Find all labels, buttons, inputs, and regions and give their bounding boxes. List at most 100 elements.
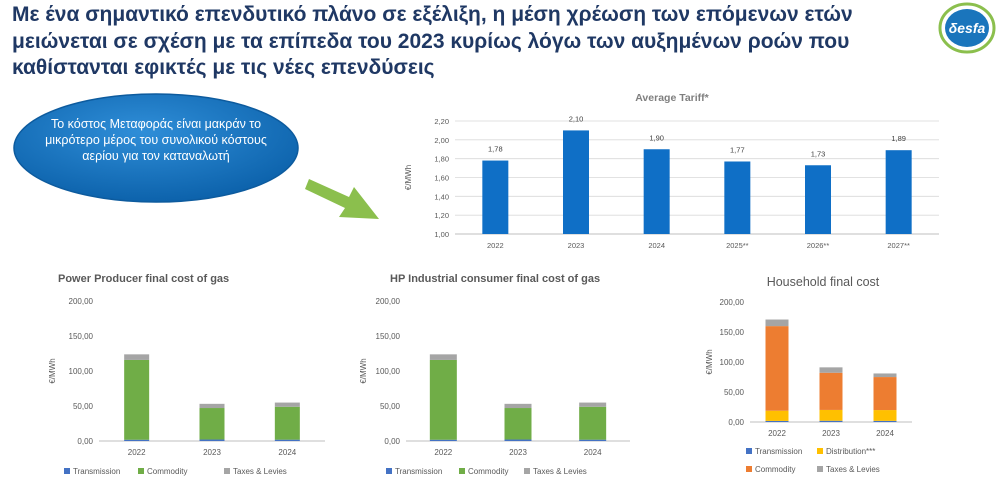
bar-segment <box>199 439 225 441</box>
legend-swatch <box>138 468 144 474</box>
legend-swatch <box>386 468 392 474</box>
y-tick-label: 1,20 <box>434 211 449 220</box>
bar <box>482 160 509 234</box>
bar-segment <box>124 439 150 441</box>
y-tick-label: 1,40 <box>434 192 449 201</box>
power-producer-chart: Power Producer final cost of gas €/MWh 0,0… <box>48 273 325 476</box>
legend-label: Commodity <box>468 467 508 476</box>
bar-segment <box>873 373 897 378</box>
logo-disc <box>945 9 989 47</box>
bar-segment <box>199 408 225 440</box>
x-tick-label: 2022 <box>487 241 504 250</box>
bar-segment <box>873 410 897 421</box>
y-axis-label: €/MWh <box>48 358 57 383</box>
y-tick-label: 2,20 <box>434 117 449 126</box>
bar-segment <box>819 367 843 373</box>
y-tick-label: 0,00 <box>728 418 744 427</box>
y-tick-label: 0,00 <box>77 437 93 446</box>
bar-segment <box>765 319 789 327</box>
callout-ellipse <box>13 93 299 203</box>
y-tick-label: 150,00 <box>720 328 745 337</box>
bar <box>805 165 831 234</box>
bar-segment <box>873 377 897 411</box>
data-label: 1,78 <box>488 145 503 154</box>
x-tick-label: 2023 <box>203 448 221 457</box>
data-label: 1,77 <box>730 145 745 154</box>
y-tick-label: 50,00 <box>724 388 745 397</box>
y-tick-label: 200,00 <box>376 297 401 306</box>
household-cost-chart: Household final cost €/MWh 0,00 50,00 100,00… <box>705 275 912 474</box>
y-tick-label: 100,00 <box>69 367 94 376</box>
y-tick-label: 1,80 <box>434 155 449 164</box>
legend-label: Distribution*** <box>826 447 875 456</box>
x-tick-label: 2025** <box>726 241 749 250</box>
bar-segment <box>765 420 789 422</box>
y-tick-label: 2,00 <box>434 136 449 145</box>
legend-label: Transmission <box>395 467 442 476</box>
x-tick-label: 2023 <box>822 429 840 438</box>
bar-segment <box>765 326 789 411</box>
y-tick-label: 1,60 <box>434 174 449 183</box>
y-tick-label: 100,00 <box>376 367 401 376</box>
average-tariff-chart: Average Tariff* €/MWh 1,00 1,20 1,40 1,60 1,80… <box>404 92 939 250</box>
x-tick-label: 2027** <box>887 241 910 250</box>
chart-title: Household final cost <box>767 275 880 289</box>
x-tick-label: 2024 <box>278 448 296 457</box>
bar-segment <box>429 359 457 440</box>
bar <box>885 150 912 234</box>
y-tick-label: 0,00 <box>384 437 400 446</box>
y-axis-label: €/MWh <box>404 165 413 190</box>
page-title: Με ένα σημαντικό επενδυτικό πλάνο σε εξέ… <box>12 3 853 79</box>
bar-segment <box>765 410 789 421</box>
bar-segment <box>429 439 457 441</box>
legend-label: Commodity <box>755 465 795 474</box>
bar <box>643 149 670 234</box>
bar-segment <box>274 406 300 440</box>
bar-segment <box>819 420 843 422</box>
legend-swatch <box>459 468 465 474</box>
y-axis-label: €/MWh <box>359 358 368 383</box>
y-tick-label: 100,00 <box>720 358 745 367</box>
y-tick-label: 1,00 <box>434 230 449 239</box>
data-label: 2,10 <box>569 114 584 123</box>
legend-swatch <box>64 468 70 474</box>
legend-swatch <box>746 466 752 472</box>
callout-text: Το κόστος Μεταφοράς είναι μακράν το μικρ… <box>45 117 267 163</box>
bar-segment <box>579 402 607 407</box>
x-tick-label: 2022 <box>128 448 146 457</box>
x-tick-label: 2022 <box>768 429 786 438</box>
bar-segment <box>274 402 300 407</box>
x-tick-label: 2024 <box>584 448 602 457</box>
chart-title: HP Industrial consumer final cost of gas <box>390 273 600 285</box>
data-label: 1,73 <box>811 149 826 158</box>
legend-swatch <box>817 466 823 472</box>
bar-segment <box>504 408 532 440</box>
legend-label: Taxes & Levies <box>233 467 287 476</box>
bar-segment <box>579 406 607 440</box>
legend-swatch <box>817 448 823 454</box>
chart-title: Power Producer final cost of gas <box>58 273 229 285</box>
chart-title: Average Tariff* <box>635 92 709 104</box>
bar-segment <box>124 354 150 360</box>
bar-segment <box>124 359 150 440</box>
legend-label: Taxes & Levies <box>826 465 880 474</box>
arrow-right-down-icon <box>305 179 379 219</box>
y-tick-label: 200,00 <box>720 298 745 307</box>
bar-segment <box>429 354 457 360</box>
bar <box>563 130 589 234</box>
desfa-logo: δesfa <box>938 2 996 54</box>
industrial-consumer-chart: HP Industrial consumer final cost of gas… <box>359 273 630 476</box>
y-tick-label: 150,00 <box>69 332 94 341</box>
bar-segment <box>873 420 897 422</box>
legend-swatch <box>224 468 230 474</box>
legend-label: Commodity <box>147 467 187 476</box>
legend-label: Taxes & Levies <box>533 467 587 476</box>
x-tick-label: 2024 <box>876 429 894 438</box>
bar-segment <box>579 439 607 441</box>
x-tick-label: 2022 <box>434 448 452 457</box>
y-tick-label: 50,00 <box>73 402 94 411</box>
bar-segment <box>819 372 843 410</box>
x-tick-label: 2026** <box>807 241 830 250</box>
bar-segment <box>274 439 300 441</box>
bar <box>724 161 751 234</box>
